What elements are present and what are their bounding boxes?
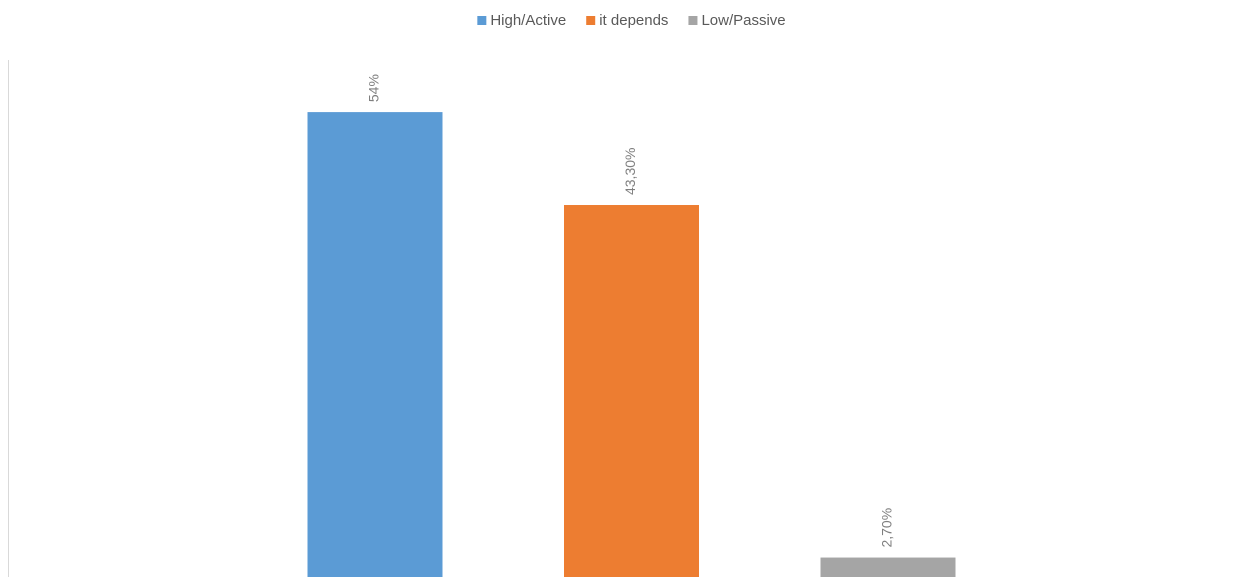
value-label: 54% — [366, 74, 382, 102]
legend-label: Low/Passive — [701, 12, 785, 29]
legend-item: High/Active — [477, 12, 566, 29]
value-label: 2,70% — [879, 508, 895, 548]
legend-label: it depends — [599, 12, 668, 29]
legend: High/Active it depends Low/Passive — [477, 12, 786, 29]
value-label: 43,30% — [622, 148, 638, 195]
legend-label: High/Active — [490, 12, 566, 29]
legend-swatch — [477, 16, 487, 25]
bar — [820, 557, 956, 577]
legend-item: it depends — [586, 12, 668, 29]
bar — [307, 112, 443, 577]
legend-swatch — [688, 16, 698, 25]
bar — [564, 205, 699, 577]
legend-swatch — [586, 16, 596, 25]
legend-item: Low/Passive — [688, 12, 786, 29]
